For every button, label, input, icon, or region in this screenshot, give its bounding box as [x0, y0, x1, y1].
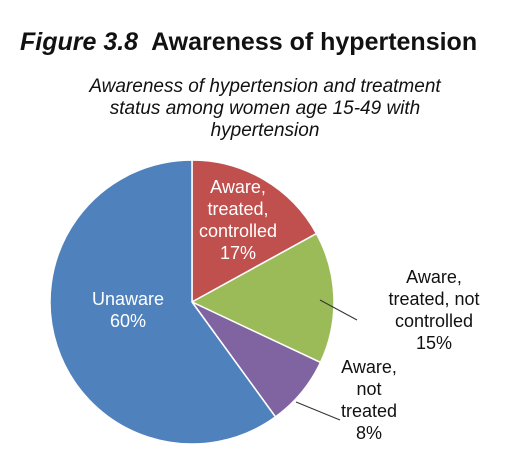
leader-lines [295, 299, 358, 421]
slice-label-line: Aware, [406, 267, 462, 287]
slice-label-line: 8% [356, 423, 382, 443]
slice-label-line: treated, not [388, 289, 479, 309]
figure-number: Figure 3.8 [20, 28, 139, 56]
pie-slice-unaware [49, 159, 277, 445]
slice-label-line: controlled [199, 221, 277, 241]
slice-label-line: Aware, [210, 177, 266, 197]
slice-label: Unaware 60% [92, 289, 164, 331]
figure-title: Figure 3.8 Awareness of hypertension [20, 28, 477, 57]
slice-labels: Aware, treated, controlled 17%Aware, treated… [92, 177, 480, 443]
slice-label-line: 15% [416, 333, 452, 353]
slice-label-line: controlled [395, 311, 473, 331]
leader-line [319, 299, 358, 321]
slice-label-line: Aware, [341, 357, 397, 377]
slice-label: Aware, not treated 8% [341, 357, 397, 443]
pie-slice-aware-treated-controlled [191, 159, 318, 304]
slice-label-line: 17% [220, 243, 256, 263]
slice-label-line: Unaware [92, 289, 164, 309]
slice-label-line: 60% [110, 311, 146, 331]
slice-label: Aware, treated, controlled 17% [199, 177, 277, 263]
slice-label-line: treated, [207, 199, 268, 219]
pie-slice-aware-treated-not-controlled [190, 232, 335, 364]
chart-title: Awareness of hypertension and treatment … [89, 76, 441, 141]
figure-title-text: Awareness of hypertension [151, 28, 478, 56]
leader-line [295, 401, 341, 421]
slice-label: Aware, treated, not controlled 15% [388, 267, 479, 353]
slice-label-line: not [356, 379, 381, 399]
pie-slices [49, 159, 335, 445]
slice-label-line: treated [341, 401, 397, 421]
